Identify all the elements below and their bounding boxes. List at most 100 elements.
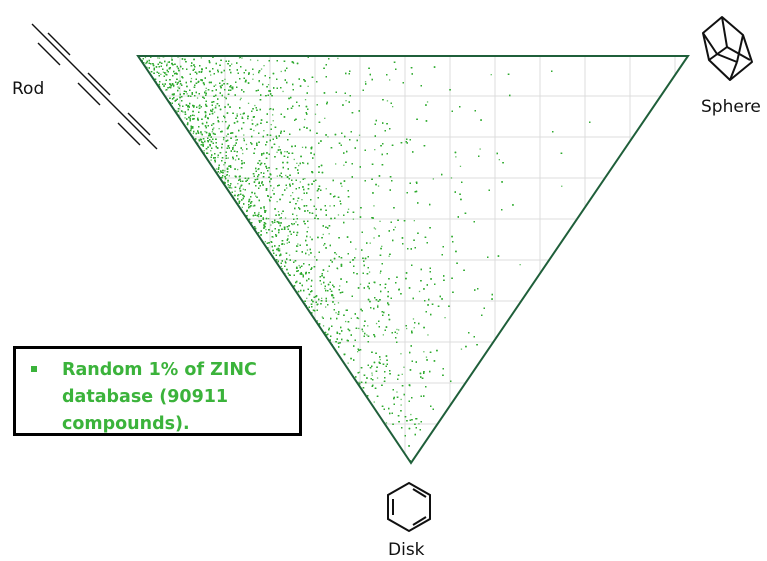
scatter-point bbox=[400, 353, 402, 355]
scatter-point bbox=[252, 73, 254, 76]
scatter-point bbox=[406, 327, 408, 330]
scatter-point bbox=[257, 168, 259, 171]
scatter-point bbox=[168, 67, 171, 69]
scatter-point bbox=[158, 57, 161, 59]
scatter-point bbox=[426, 101, 429, 103]
scatter-points bbox=[141, 56, 591, 462]
scatter-point bbox=[286, 187, 288, 189]
scatter-point bbox=[329, 205, 331, 207]
scatter-point bbox=[323, 244, 325, 246]
scatter-point bbox=[275, 234, 278, 237]
scatter-point bbox=[145, 63, 147, 65]
scatter-point bbox=[382, 334, 384, 336]
scatter-point bbox=[196, 97, 199, 99]
scatter-point bbox=[389, 79, 391, 81]
scatter-point bbox=[369, 242, 371, 244]
scatter-point bbox=[215, 84, 217, 86]
scatter-point bbox=[400, 404, 402, 406]
scatter-point bbox=[270, 224, 272, 226]
scatter-point bbox=[157, 57, 159, 59]
scatter-point bbox=[373, 205, 375, 207]
scatter-point bbox=[418, 290, 421, 293]
scatter-point bbox=[280, 265, 282, 268]
scatter-point bbox=[198, 138, 200, 141]
scatter-point bbox=[284, 217, 287, 219]
scatter-point bbox=[281, 212, 283, 215]
scatter-point bbox=[200, 57, 202, 59]
scatter-point bbox=[241, 57, 243, 59]
scatter-point bbox=[304, 118, 306, 121]
scatter-point bbox=[280, 70, 282, 73]
scatter-point bbox=[324, 117, 326, 119]
scatter-point bbox=[459, 165, 462, 167]
scatter-point bbox=[314, 113, 317, 115]
scatter-point bbox=[236, 113, 238, 115]
scatter-point bbox=[263, 208, 265, 210]
scatter-point bbox=[396, 332, 398, 335]
scatter-point bbox=[343, 164, 345, 166]
scatter-point bbox=[297, 243, 299, 245]
scatter-point bbox=[396, 391, 398, 393]
scatter-point bbox=[396, 328, 398, 331]
scatter-point bbox=[374, 228, 377, 230]
scatter-point bbox=[177, 86, 179, 88]
scatter-point bbox=[215, 168, 218, 170]
scatter-point bbox=[272, 114, 274, 116]
scatter-point bbox=[231, 63, 233, 65]
scatter-point bbox=[345, 320, 347, 323]
scatter-point bbox=[296, 214, 298, 217]
scatter-point bbox=[204, 130, 206, 133]
scatter-point bbox=[234, 159, 237, 161]
scatter-point bbox=[202, 144, 205, 146]
scatter-point bbox=[167, 61, 169, 63]
scatter-point bbox=[307, 226, 309, 229]
scatter-point bbox=[297, 245, 299, 247]
scatter-point bbox=[225, 135, 228, 137]
scatter-point bbox=[251, 119, 253, 121]
scatter-point bbox=[479, 148, 481, 150]
scatter-point bbox=[222, 139, 225, 141]
scatter-point bbox=[272, 236, 274, 238]
scatter-point bbox=[358, 327, 360, 330]
scatter-point bbox=[268, 198, 271, 201]
scatter-point bbox=[175, 110, 177, 112]
scatter-point bbox=[309, 236, 311, 238]
scatter-point bbox=[205, 90, 207, 92]
scatter-point bbox=[334, 303, 336, 305]
scatter-point bbox=[427, 334, 429, 336]
scatter-point bbox=[227, 186, 230, 188]
scatter-point bbox=[203, 152, 205, 154]
scatter-point bbox=[267, 247, 269, 249]
scatter-point bbox=[327, 136, 329, 138]
scatter-point bbox=[217, 156, 219, 158]
scatter-point bbox=[243, 137, 245, 140]
scatter-point bbox=[374, 149, 376, 151]
scatter-point bbox=[241, 116, 243, 118]
scatter-point bbox=[325, 306, 327, 308]
scatter-point bbox=[165, 72, 167, 74]
scatter-point bbox=[292, 192, 294, 194]
scatter-point bbox=[238, 57, 241, 59]
scatter-point bbox=[337, 214, 340, 216]
scatter-point bbox=[455, 156, 457, 158]
scatter-point bbox=[386, 100, 389, 102]
scatter-point bbox=[379, 272, 381, 274]
scatter-point bbox=[240, 97, 242, 99]
scatter-point bbox=[359, 283, 362, 285]
scatter-point bbox=[327, 270, 329, 272]
scatter-point bbox=[362, 330, 364, 333]
scatter-point bbox=[267, 84, 270, 86]
scatter-point bbox=[352, 218, 354, 220]
scatter-point bbox=[173, 85, 175, 88]
scatter-point bbox=[357, 317, 360, 320]
scatter-point bbox=[273, 187, 275, 189]
scatter-point bbox=[231, 187, 233, 189]
scatter-point bbox=[339, 285, 341, 287]
scatter-point bbox=[213, 127, 215, 129]
scatter-point bbox=[232, 145, 235, 147]
scatter-point bbox=[270, 124, 272, 126]
scatter-point bbox=[561, 185, 563, 187]
scatter-point bbox=[341, 185, 343, 187]
scatter-point bbox=[265, 228, 267, 231]
scatter-point bbox=[224, 96, 226, 98]
